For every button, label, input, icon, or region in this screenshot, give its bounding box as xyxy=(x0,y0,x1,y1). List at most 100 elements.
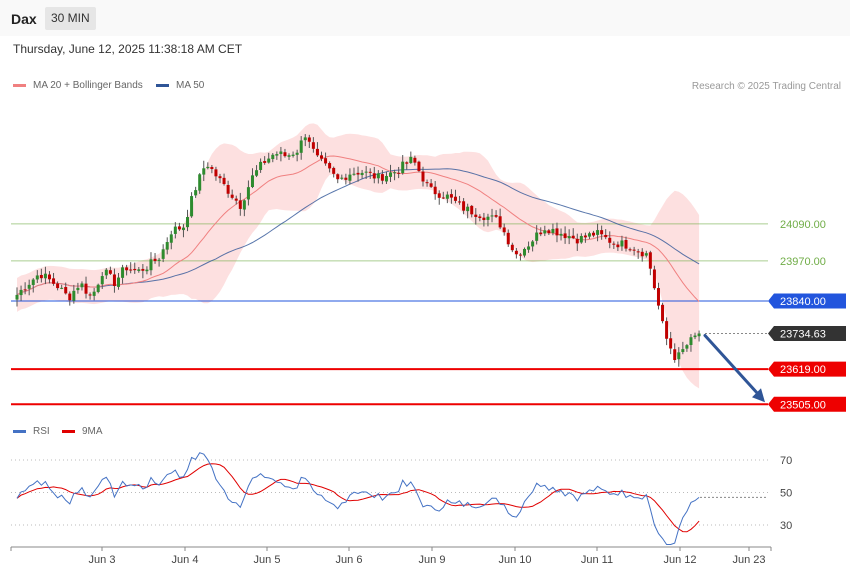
candle xyxy=(165,242,169,250)
candle xyxy=(60,287,64,289)
candle xyxy=(417,161,421,172)
candle xyxy=(287,155,291,157)
legend-swatch-ma50 xyxy=(156,84,169,87)
legend-swatch-ma20 xyxy=(13,84,26,87)
candle xyxy=(644,253,648,256)
legend-ma50: MA 50 xyxy=(156,80,204,91)
candle xyxy=(173,226,177,234)
candle xyxy=(92,291,96,296)
x-label-2: Jun 5 xyxy=(254,554,281,566)
candle xyxy=(640,251,644,257)
candle xyxy=(255,170,259,176)
candle xyxy=(474,214,478,217)
bollinger-band xyxy=(17,123,700,389)
candle xyxy=(563,233,567,239)
rsi-9ma-line xyxy=(16,463,700,533)
candle xyxy=(214,169,218,177)
candle xyxy=(23,289,27,291)
candle xyxy=(579,236,583,243)
candle xyxy=(230,194,234,198)
timeframe-button[interactable]: 30 MIN xyxy=(45,7,96,30)
candle xyxy=(510,244,514,251)
candle xyxy=(364,171,368,173)
x-label-1: Jun 4 xyxy=(172,554,199,566)
price-tag-bg-3 xyxy=(768,325,846,341)
price-label-0: 24090.00 xyxy=(780,219,826,231)
price-tag-bg-5 xyxy=(768,396,846,412)
candle xyxy=(575,238,579,244)
legend-label-rsi: RSI xyxy=(33,426,50,437)
candle xyxy=(190,196,194,217)
candle xyxy=(486,216,490,220)
candle xyxy=(202,168,206,175)
candle xyxy=(121,267,125,278)
candle xyxy=(453,196,457,201)
x-label-7: Jun 12 xyxy=(663,554,696,566)
candle xyxy=(125,267,129,271)
candle xyxy=(96,284,100,292)
candle xyxy=(592,232,596,236)
candle xyxy=(518,254,522,256)
candle xyxy=(478,216,482,219)
candle xyxy=(64,287,68,294)
candle xyxy=(242,200,246,210)
candle xyxy=(449,194,453,198)
candle xyxy=(360,172,364,176)
candle xyxy=(352,173,356,175)
candle xyxy=(425,182,429,184)
candle xyxy=(348,174,352,181)
candle xyxy=(100,276,104,285)
candle xyxy=(267,158,271,163)
candle xyxy=(600,230,604,235)
rsi-tick-0: 70 xyxy=(780,455,792,467)
price-tag-bg-4 xyxy=(768,361,846,377)
candle xyxy=(616,244,620,248)
candle xyxy=(157,259,161,261)
candle xyxy=(303,137,307,141)
candle xyxy=(527,246,531,250)
candle xyxy=(429,183,433,187)
candle xyxy=(458,201,462,203)
candle xyxy=(531,241,535,247)
candle xyxy=(80,283,84,288)
candle xyxy=(648,252,652,269)
x-label-6: Jun 11 xyxy=(581,554,613,566)
candle xyxy=(76,287,80,291)
candle xyxy=(52,278,56,284)
x-label-8: Jun 23 xyxy=(732,554,765,566)
candle xyxy=(547,230,551,234)
candle xyxy=(506,232,510,245)
candle xyxy=(35,275,39,280)
candle xyxy=(186,217,190,228)
candle xyxy=(661,304,665,322)
candle xyxy=(117,277,120,287)
timestamp: Thursday, June 12, 2025 11:38:18 AM CET xyxy=(13,42,243,56)
candle xyxy=(198,174,202,191)
candle xyxy=(320,155,323,159)
candle xyxy=(153,258,157,262)
candle xyxy=(332,167,336,174)
candle xyxy=(161,249,165,259)
rsi-tick-1: 50 xyxy=(780,488,792,500)
candle xyxy=(368,171,372,173)
candle xyxy=(31,279,35,285)
candle xyxy=(108,270,112,274)
candle xyxy=(210,167,214,170)
candle xyxy=(328,163,332,169)
legend-9ma: 9MA xyxy=(62,426,103,437)
candle xyxy=(15,294,19,300)
candle xyxy=(498,216,502,228)
price-label-5: 23505.00 xyxy=(780,399,826,411)
candle xyxy=(551,228,555,233)
candle xyxy=(445,194,449,199)
candle xyxy=(177,226,181,230)
candle xyxy=(250,175,254,188)
candle xyxy=(340,177,344,179)
candle xyxy=(307,137,311,142)
candle xyxy=(291,154,295,156)
candle xyxy=(677,352,681,360)
candle xyxy=(129,269,133,271)
candle xyxy=(441,197,445,199)
x-label-4: Jun 9 xyxy=(419,554,446,566)
candle xyxy=(145,269,149,272)
